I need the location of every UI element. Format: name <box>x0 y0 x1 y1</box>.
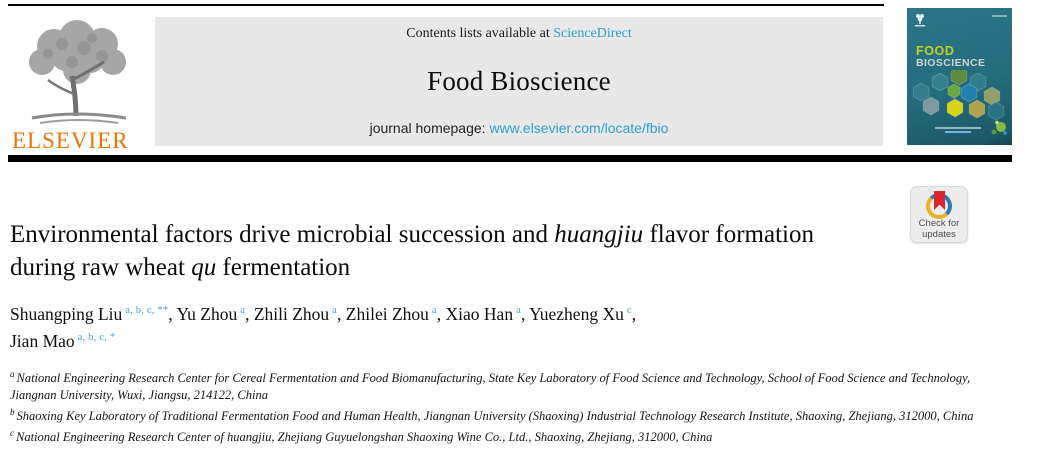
author-separator: , <box>168 303 177 324</box>
homepage-prefix: journal homepage: <box>369 120 486 136</box>
author-affil-marker: a <box>516 305 521 316</box>
author-4: Xiao Han a, <box>446 304 530 324</box>
author-name: Yu Zhou <box>176 303 238 324</box>
author-affil-marker: a, b, c, ** <box>125 305 169 316</box>
journal-title: Food Bioscience <box>427 65 611 96</box>
elsevier-logo: ELSEVIER <box>10 12 152 154</box>
author-affil-marker: a <box>431 305 437 316</box>
author-3: Zhilei Zhou a, <box>346 304 446 324</box>
affiliation-marker: a <box>10 369 15 379</box>
journal-cover-thumbnail[interactable]: FOOD BIOSCIENCE <box>907 8 1012 145</box>
author-0: Shuangping Liu a, b, c, **, <box>10 304 176 324</box>
author-name: Xiao Han <box>445 303 514 324</box>
title-part2: flavor formation during raw wheat <box>10 221 814 281</box>
elsevier-tree-icon <box>29 20 127 124</box>
affiliation-a: a National Engineering Research Center fo… <box>10 366 1012 404</box>
molecule-logo-icon <box>991 120 1007 135</box>
cover-issue-text <box>992 15 1007 17</box>
author-6: Jian Mao a, b, c, * <box>10 331 115 351</box>
title-part3: fermentation <box>216 254 351 281</box>
affiliation-list: a National Engineering Research Center fo… <box>10 366 1012 446</box>
author-separator: , <box>245 303 254 324</box>
affiliation-marker: b <box>10 407 15 418</box>
elsevier-wordmark: ELSEVIER <box>12 128 129 153</box>
author-5: Yuezheng Xu c, <box>529 304 636 324</box>
badge-label-line2: updates <box>922 228 956 240</box>
article-title: Environmental factors drive microbial su… <box>10 218 880 284</box>
cover-mini-elsevier-icon <box>915 14 925 27</box>
author-separator: , <box>631 303 637 324</box>
author-name: Yuezheng Xu <box>529 303 624 324</box>
author-name: Shuangping Liu <box>10 303 123 324</box>
journal-header-box: Contents lists available at ScienceDirec… <box>155 17 883 146</box>
affiliation-text: Shaoxing Key Laboratory of Traditional F… <box>16 409 974 424</box>
contents-prefix: Contents lists available at <box>406 26 550 41</box>
title-italic-qu: qu <box>191 254 217 281</box>
author-separator: , <box>520 303 530 324</box>
author-name: Zhili Zhou <box>253 303 330 324</box>
check-for-updates-label: Check for updates <box>918 218 960 240</box>
crossmark-icon <box>925 191 953 219</box>
affiliation-c: c National Engineering Research Center of… <box>10 425 1012 446</box>
title-part1: Environmental factors drive microbial su… <box>10 221 555 248</box>
contents-line: Contents lists available at ScienceDirec… <box>406 26 632 42</box>
cover-footer-link-text <box>945 131 971 133</box>
title-italic-huangjiu: huangjiu <box>554 221 644 248</box>
badge-label-line1: Check for <box>918 218 960 229</box>
author-list: Shuangping Liu a, b, c, **, Yu Zhou a, Zhi… <box>10 299 870 353</box>
affiliation-marker: c <box>10 428 14 439</box>
author-name: Zhilei Zhou <box>345 303 429 324</box>
author-1: Yu Zhou a, <box>176 304 253 324</box>
author-name: Jian Mao <box>10 330 75 351</box>
affiliation-text: National Engineering Research Center of … <box>16 430 713 445</box>
affiliation-text: National Engineering Research Center for… <box>10 371 971 403</box>
crossmark-bookmark-icon <box>934 191 945 210</box>
cover-footer-text <box>935 127 981 129</box>
affiliation-b: b Shaoxing Key Laboratory of Traditional … <box>10 404 1012 425</box>
cover-title-food: FOOD <box>916 44 955 58</box>
sciencedirect-link[interactable]: ScienceDirect <box>553 26 632 41</box>
top-rule <box>8 4 884 6</box>
author-affil-marker: c <box>626 305 632 316</box>
author-separator: , <box>337 303 346 324</box>
author-affil-marker: a <box>332 305 338 316</box>
author-affil-marker: a <box>240 305 246 316</box>
section-rule <box>8 155 1012 162</box>
homepage-line: journal homepage: www.elsevier.com/locat… <box>370 120 669 136</box>
hexagon-cluster-graphic <box>912 70 1005 121</box>
author-2: Zhili Zhou a, <box>254 304 346 324</box>
author-separator: , <box>436 303 446 324</box>
cover-title-bioscience: BIOSCIENCE <box>916 57 986 69</box>
check-for-updates-badge[interactable]: Check for updates <box>910 186 968 243</box>
author-affil-marker: a, b, c, * <box>77 331 116 343</box>
homepage-link[interactable]: www.elsevier.com/locate/fbio <box>489 120 669 136</box>
